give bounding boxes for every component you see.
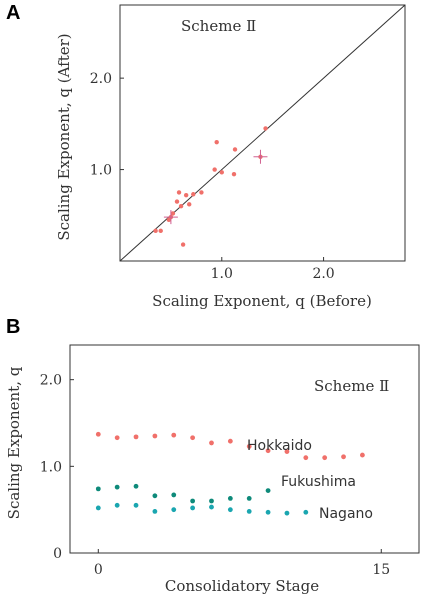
series-fukushima-point-3 <box>152 493 158 499</box>
series-nagano-point-6 <box>209 504 214 510</box>
chart-b-ytick-label-1: 1.0 <box>40 459 62 475</box>
chart-a-ytick-label-1: 2.0 <box>90 71 112 87</box>
chart-b-x-axis-label: Consolidatory Stage <box>165 577 319 595</box>
series-nagano-point-5 <box>190 505 196 511</box>
chart-a-xticks: 1.0 2.0 <box>211 257 335 282</box>
chart-b-frame <box>69 344 420 554</box>
panel-a-label: A <box>6 2 21 24</box>
chart-a-point-1 <box>158 228 163 234</box>
chart-a: 1.0 2.0 1.0 2.0 Scheme Ⅱ Scaling Exponent,… <box>55 4 406 310</box>
series-hokkaido-point-5 <box>190 435 196 441</box>
series-nagano-point-4 <box>171 507 177 513</box>
series-nagano-point-10 <box>284 510 290 516</box>
chart-b-scheme-label: Scheme Ⅱ <box>314 377 389 395</box>
chart-a-y-axis-label: Scaling Exponent, q (After) <box>55 33 73 240</box>
series-hokkaido-point-14 <box>360 452 365 458</box>
series-nagano-point-7 <box>227 507 233 513</box>
series-hokkaido-point-3 <box>152 433 158 439</box>
chart-a-point-13 <box>212 167 217 172</box>
chart-a-point-7 <box>178 203 184 209</box>
chart-a-points <box>153 126 268 247</box>
series-hokkaido-point-13 <box>341 454 346 460</box>
series-hokkaido-point-7 <box>227 438 233 444</box>
series-hokkaido-point-9 <box>265 448 271 454</box>
series-fukushima-point-9 <box>265 488 271 493</box>
chart-a-diagonal <box>119 4 406 262</box>
chart-a-point-14 <box>214 139 219 145</box>
series-fukushima <box>95 483 271 504</box>
series-nagano-point-8 <box>246 509 252 514</box>
series-fukushima-point-5 <box>190 498 196 504</box>
series-hokkaido-point-4 <box>171 432 177 438</box>
series-hokkaido-point-11 <box>303 455 309 461</box>
series-fukushima-point-1 <box>114 484 120 490</box>
chart-a-point-0 <box>153 228 158 234</box>
chart-b-xtick-label-0: 0 <box>94 562 103 578</box>
series-nagano-point-3 <box>152 509 158 514</box>
chart-a-point-17 <box>232 147 238 152</box>
chart-a-point-5 <box>174 199 180 204</box>
chart-a-x-axis-label: Scaling Exponent, q (Before) <box>152 292 372 310</box>
series-label-hokkaido: Hokkaido <box>247 438 312 454</box>
series-nagano-point-2 <box>133 502 139 508</box>
chart-a-scheme-label: Scheme Ⅱ <box>181 17 256 35</box>
chart-b: 0 15 01.02.0 Scheme Ⅱ Hokkaido Fukushima … <box>5 344 420 595</box>
chart-a-ytick-label-0: 1.0 <box>90 163 112 179</box>
series-label-fukushima: Fukushima <box>281 474 356 490</box>
series-fukushima-point-8 <box>246 496 252 501</box>
series-fukushima-point-4 <box>171 492 177 498</box>
chart-a-xtick-label-1: 2.0 <box>312 266 334 282</box>
series-hokkaido-point-12 <box>322 455 328 461</box>
chart-b-xticks: 0 15 <box>94 549 390 578</box>
chart-a-point-4 <box>170 211 176 216</box>
series-fukushima-point-2 <box>133 483 139 489</box>
chart-b-points <box>95 431 365 516</box>
chart-a-point-8 <box>180 242 186 247</box>
chart-a-point-19 <box>263 126 268 131</box>
chart-a-frame <box>119 4 406 262</box>
series-fukushima-point-0 <box>95 486 101 492</box>
series-hokkaido-point-2 <box>133 434 139 440</box>
chart-a-point-9 <box>183 192 189 198</box>
series-nagano-point-0 <box>95 505 101 511</box>
series-hokkaido-point-1 <box>114 435 120 441</box>
chart-a-point-15 <box>219 170 224 175</box>
chart-b-yticks: 0 1.0 2.0 <box>40 373 74 562</box>
chart-a-yticks: 1.0 2.0 <box>90 71 124 179</box>
series-hokkaido-point-10 <box>284 449 290 454</box>
series-hokkaido-point-6 <box>209 440 214 446</box>
chart-b-ytick-label-0: 0 <box>53 546 62 562</box>
chart-a-point-12 <box>199 190 204 195</box>
series-fukushima-point-6 <box>209 498 214 504</box>
panel-b-label: B <box>6 316 21 338</box>
chart-a-point-6 <box>176 190 182 195</box>
series-nagano-point-11 <box>303 509 309 515</box>
chart-b-ytick-label-2: 2.0 <box>40 373 62 389</box>
series-hokkaido <box>95 431 365 461</box>
chart-a-point-11 <box>191 192 196 197</box>
series-hokkaido-point-8 <box>246 444 252 449</box>
chart-a-point-10 <box>187 202 192 207</box>
series-nagano-point-9 <box>265 509 271 515</box>
chart-b-y-axis-label: Scaling Exponent, q <box>5 366 23 519</box>
series-nagano <box>95 502 309 516</box>
series-label-nagano: Nagano <box>319 506 373 522</box>
chart-a-point-16 <box>231 171 237 177</box>
series-fukushima-point-7 <box>227 496 233 501</box>
series-hokkaido-point-0 <box>95 431 101 437</box>
series-nagano-point-1 <box>114 502 120 508</box>
chart-b-xtick-label-1: 15 <box>372 562 390 578</box>
chart-a-xtick-label-0: 1.0 <box>211 266 233 282</box>
